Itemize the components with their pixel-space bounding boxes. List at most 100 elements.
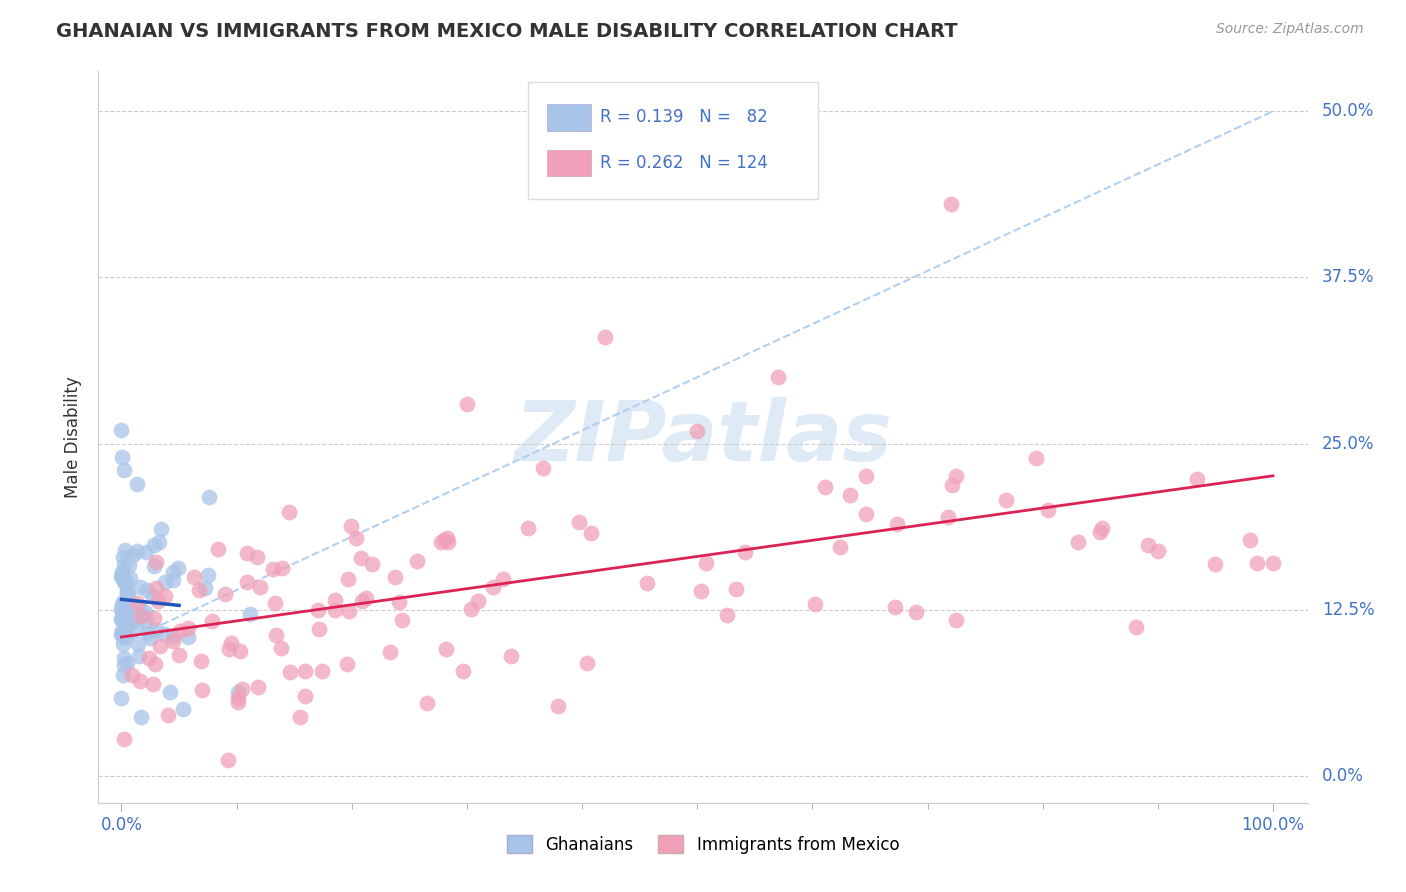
- Point: [148, 535, 170, 549]
- Text: ZIPatlas: ZIPatlas: [515, 397, 891, 477]
- Point: [344, 531, 367, 545]
- Point: [482, 580, 505, 594]
- FancyBboxPatch shape: [547, 150, 591, 176]
- Point: [695, 556, 717, 570]
- Point: [905, 605, 928, 619]
- Point: [110, 627, 132, 641]
- Point: [350, 551, 373, 566]
- Point: [568, 516, 591, 530]
- Point: [201, 614, 224, 628]
- Point: [142, 589, 165, 603]
- Point: [415, 696, 437, 710]
- Point: [337, 572, 360, 586]
- Point: [593, 330, 616, 344]
- Point: [114, 543, 136, 558]
- Point: [162, 629, 184, 643]
- Point: [129, 710, 152, 724]
- Point: [855, 507, 877, 521]
- Point: [217, 753, 239, 767]
- Point: [112, 595, 135, 609]
- Point: [1246, 556, 1268, 570]
- Point: [190, 654, 212, 668]
- Point: [218, 641, 240, 656]
- Point: [117, 617, 139, 632]
- Point: [229, 644, 252, 658]
- Point: [112, 657, 135, 672]
- Point: [117, 611, 139, 625]
- Point: [136, 582, 159, 597]
- Point: [197, 567, 219, 582]
- Text: 0.0%: 0.0%: [1322, 767, 1364, 785]
- Point: [460, 601, 482, 615]
- Point: [516, 521, 538, 535]
- Point: [430, 535, 453, 549]
- Point: [167, 561, 190, 575]
- Point: [112, 575, 135, 590]
- Point: [112, 463, 135, 477]
- Point: [145, 555, 167, 569]
- Point: [112, 609, 135, 624]
- Point: [142, 677, 165, 691]
- Point: [886, 517, 908, 532]
- Text: GHANAIAN VS IMMIGRANTS FROM MEXICO MALE DISABILITY CORRELATION CHART: GHANAIAN VS IMMIGRANTS FROM MEXICO MALE …: [56, 22, 957, 41]
- Point: [156, 708, 179, 723]
- Point: [110, 624, 132, 638]
- Point: [228, 691, 250, 706]
- Point: [814, 480, 837, 494]
- Point: [936, 509, 959, 524]
- Point: [336, 657, 359, 671]
- Point: [194, 581, 217, 595]
- Point: [636, 575, 658, 590]
- Point: [177, 630, 200, 644]
- Point: [352, 594, 374, 608]
- Point: [153, 574, 176, 589]
- Point: [127, 637, 149, 651]
- Point: [117, 589, 139, 603]
- Point: [111, 549, 134, 564]
- Point: [111, 631, 134, 645]
- Point: [294, 689, 316, 703]
- Point: [406, 554, 429, 568]
- Point: [855, 469, 877, 483]
- Point: [112, 637, 135, 651]
- Text: 25.0%: 25.0%: [1322, 434, 1375, 453]
- Point: [191, 683, 214, 698]
- Point: [131, 607, 153, 622]
- Point: [111, 613, 134, 627]
- Point: [434, 641, 457, 656]
- Text: Source: ZipAtlas.com: Source: ZipAtlas.com: [1216, 22, 1364, 37]
- Point: [1036, 502, 1059, 516]
- Point: [117, 608, 139, 623]
- Point: [127, 543, 149, 558]
- Point: [945, 469, 967, 483]
- Point: [122, 549, 145, 563]
- Point: [939, 197, 962, 211]
- Point: [124, 614, 146, 628]
- FancyBboxPatch shape: [547, 104, 591, 130]
- Point: [323, 603, 346, 617]
- Point: [323, 593, 346, 607]
- Point: [149, 640, 172, 654]
- Point: [884, 599, 907, 614]
- Point: [264, 628, 287, 642]
- Point: [136, 626, 159, 640]
- Point: [145, 581, 167, 595]
- Point: [995, 493, 1018, 508]
- Point: [115, 584, 138, 599]
- Point: [128, 674, 150, 689]
- Point: [391, 613, 413, 627]
- Point: [155, 589, 177, 603]
- Legend: Ghanaians, Immigrants from Mexico: Ghanaians, Immigrants from Mexico: [501, 829, 905, 860]
- Point: [246, 680, 269, 694]
- Point: [111, 668, 134, 682]
- Point: [162, 634, 184, 648]
- Text: 37.5%: 37.5%: [1322, 268, 1375, 286]
- Point: [219, 636, 242, 650]
- Point: [183, 570, 205, 584]
- Point: [143, 657, 166, 671]
- Point: [167, 648, 190, 662]
- Point: [172, 702, 194, 716]
- Point: [1147, 544, 1170, 558]
- Y-axis label: Male Disability: Male Disability: [65, 376, 83, 498]
- Point: [384, 570, 406, 584]
